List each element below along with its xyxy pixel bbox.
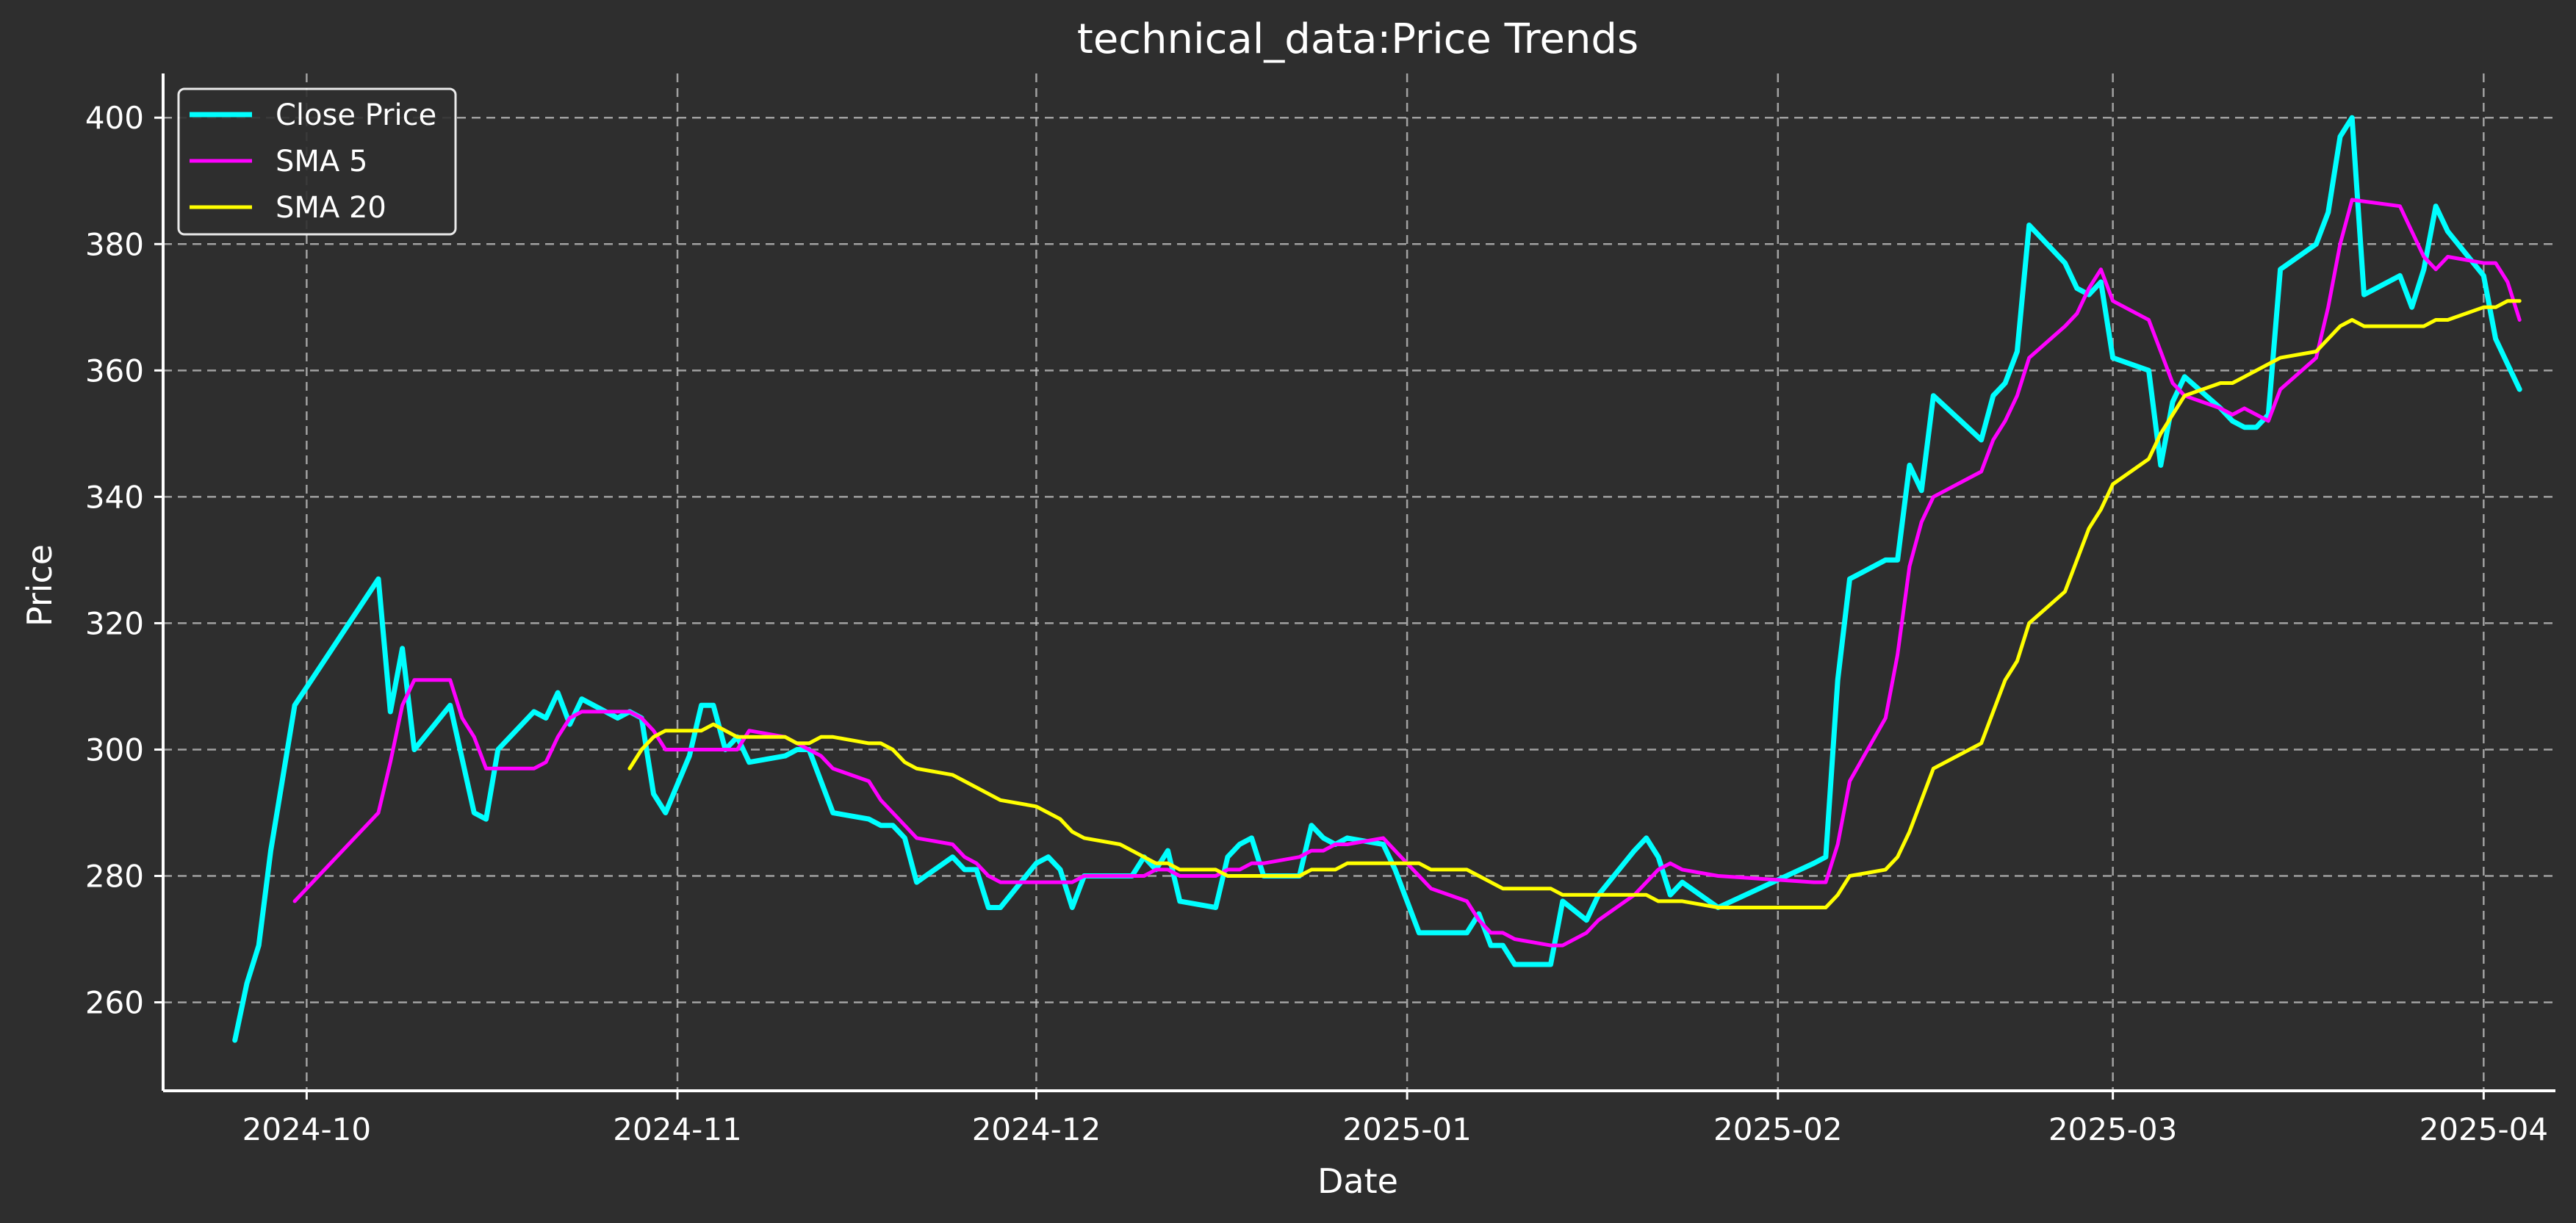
y-tick-label: 320: [85, 605, 144, 641]
grid: [163, 73, 2555, 1091]
x-tick-label: 2025-02: [1713, 1111, 1843, 1147]
series-group: [232, 115, 2522, 1043]
legend: Close Price SMA 5 SMA 20: [177, 87, 457, 236]
y-tick-label: 260: [85, 985, 144, 1021]
y-tick-label: 380: [85, 226, 144, 262]
y-tick-label: 340: [85, 479, 144, 515]
x-axis-label: Date: [1317, 1161, 1398, 1201]
y-tick-label: 280: [85, 859, 144, 895]
x-tick-label: 2025-04: [2420, 1111, 2549, 1147]
y-tick-label: 360: [85, 353, 144, 389]
axes: 260 280 300 320 340 360 380 400 2024-10 2024-11 20…: [85, 73, 2555, 1147]
y-tick-label: 300: [85, 732, 144, 768]
x-tick-label: 2024-12: [972, 1111, 1101, 1147]
x-tick-label: 2025-01: [1342, 1111, 1472, 1147]
series-line-sma-20: [627, 299, 2522, 909]
y-tick-label: 400: [85, 100, 144, 136]
legend-label: SMA 5: [276, 145, 367, 178]
legend-label: SMA 20: [276, 191, 386, 225]
chart-title: technical_data:Price Trends: [1077, 15, 1638, 63]
legend-box: [177, 87, 457, 236]
x-tick-label: 2025-03: [2048, 1111, 2178, 1147]
x-tick-label: 2024-10: [242, 1111, 372, 1147]
series-line-sma-5: [292, 198, 2522, 948]
legend-label: Close Price: [276, 98, 436, 132]
y-axis-label: Price: [20, 544, 60, 627]
x-tick-label: 2024-11: [613, 1111, 742, 1147]
